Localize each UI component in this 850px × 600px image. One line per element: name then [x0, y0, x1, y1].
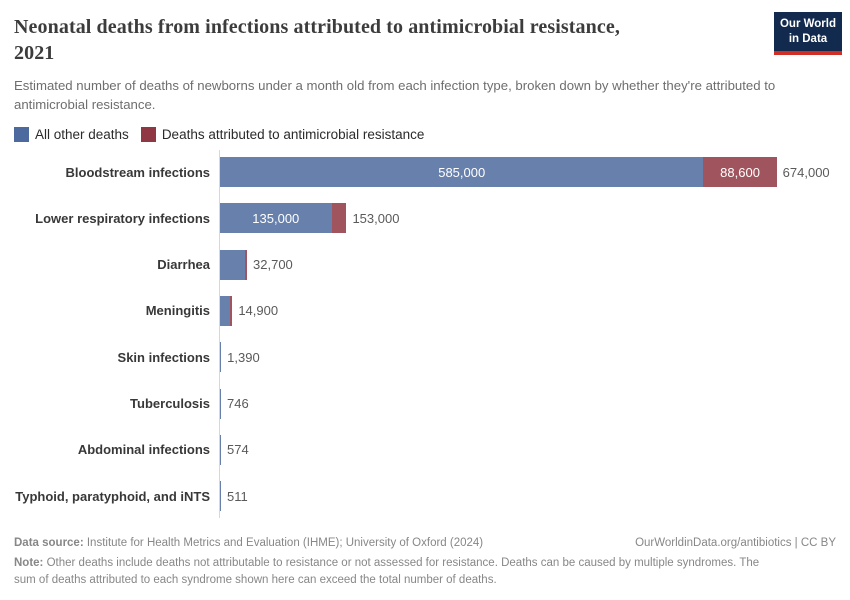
bar-track: 135,000 153,000 — [220, 203, 836, 234]
note-text: Other deaths include deaths not attribut… — [14, 557, 760, 586]
chart-row: Lower respiratory infections 135,000 153,0… — [14, 203, 836, 234]
bar-total-label: 674,000 — [782, 164, 830, 180]
page-title: Neonatal deaths from infections attribut… — [14, 14, 836, 67]
bar-track: 14,900 — [220, 295, 836, 326]
chart-note: Note: Other deaths include deaths not at… — [14, 555, 784, 588]
chart-legend: All other deaths Deaths attributed to an… — [14, 127, 836, 143]
bar-track: 574 — [220, 434, 836, 465]
data-source-text: Institute for Health Metrics and Evaluat… — [83, 537, 484, 550]
bar-track: 746 — [220, 388, 836, 419]
owid-attribution-link[interactable]: OurWorldinData.org/antibiotics | CC BY — [635, 537, 836, 550]
bar-segment-other[interactable] — [220, 434, 221, 465]
segment-value-label: 585,000 — [438, 164, 486, 180]
row-label: Abdominal infections — [77, 442, 210, 458]
segment-value-label: 88,600 — [720, 164, 760, 180]
bar-segment-other[interactable] — [220, 342, 222, 373]
bar-chart: Bloodstream infections 585,000 88,600 674,0… — [14, 150, 836, 519]
owid-logo-line2: in Data — [788, 32, 828, 45]
chart-row: Skin infections 1,390 — [14, 342, 836, 373]
data-source-label: Data source: — [14, 537, 84, 550]
bar-segment-other[interactable]: 135,000 — [220, 203, 332, 234]
legend-swatch-amr — [140, 127, 156, 143]
bar-segment-other[interactable] — [220, 295, 231, 326]
bar-segment-amr[interactable] — [230, 295, 233, 326]
bar-total-label: 153,000 — [352, 210, 400, 226]
owid-logo[interactable]: Our World in Data — [774, 12, 842, 55]
row-label: Lower respiratory infections — [35, 210, 210, 226]
data-source: Data source: Institute for Health Metric… — [14, 535, 483, 551]
bar-segment-amr[interactable]: 88,600 — [703, 157, 777, 188]
legend-item-amr[interactable]: Deaths attributed to antimicrobial resis… — [140, 127, 425, 143]
legend-label-amr: Deaths attributed to antimicrobial resis… — [161, 127, 425, 143]
y-axis-line — [219, 150, 220, 519]
bar-track: 511 — [220, 481, 836, 512]
bar-track: 1,390 — [220, 342, 836, 373]
bar-total-label: 746 — [227, 396, 249, 412]
segment-value-label: 135,000 — [252, 210, 300, 226]
chart-row: Abdominal infections 574 — [14, 434, 836, 465]
bar-segment-other[interactable] — [220, 388, 221, 419]
chart-subtitle: Estimated number of deaths of newborns u… — [14, 77, 776, 112]
bar-track: 585,000 88,600 674,000 — [220, 157, 836, 188]
bar-segment-other[interactable] — [220, 249, 246, 280]
page-title-line1: Neonatal deaths from infections attribut… — [14, 16, 620, 38]
legend-label-other: All other deaths — [35, 127, 129, 143]
bar-segment-other[interactable]: 585,000 — [220, 157, 704, 188]
chart-footer: Data source: Institute for Health Metric… — [14, 535, 836, 588]
row-label: Tuberculosis — [130, 396, 210, 412]
page-title-line2: 2021 — [14, 42, 55, 65]
chart-row: Tuberculosis 746 — [14, 388, 836, 419]
row-label: Meningitis — [145, 303, 210, 319]
owid-logo-line1: Our World — [779, 18, 836, 30]
bar-total-label: 1,390 — [227, 349, 260, 365]
source-row: Data source: Institute for Health Metric… — [14, 535, 836, 551]
bar-total-label: 32,700 — [253, 257, 293, 273]
row-label: Diarrhea — [157, 257, 210, 273]
note-label: Note: — [14, 557, 44, 570]
bar-track: 32,700 — [220, 249, 836, 280]
row-label: Bloodstream infections — [65, 164, 210, 180]
legend-item-other[interactable]: All other deaths — [14, 127, 129, 143]
chart-rows: Bloodstream infections 585,000 88,600 674,0… — [14, 150, 836, 518]
legend-swatch-other — [14, 127, 29, 143]
bar-total-label: 14,900 — [238, 303, 279, 319]
row-label: Skin infections — [117, 349, 210, 365]
chart-row: Meningitis 14,900 — [14, 295, 836, 326]
chart-row: Bloodstream infections 585,000 88,600 674,0… — [14, 157, 836, 188]
bar-segment-other[interactable] — [220, 481, 221, 512]
row-label: Typhoid, paratyphoid, and iNTS — [15, 488, 210, 504]
chart-row: Typhoid, paratyphoid, and iNTS 511 — [14, 481, 836, 512]
bar-segment-amr[interactable] — [331, 203, 347, 234]
bar-total-label: 574 — [227, 442, 249, 458]
bar-total-label: 511 — [227, 488, 248, 504]
bar-segment-amr[interactable] — [245, 249, 248, 280]
chart-row: Diarrhea 32,700 — [14, 249, 836, 280]
